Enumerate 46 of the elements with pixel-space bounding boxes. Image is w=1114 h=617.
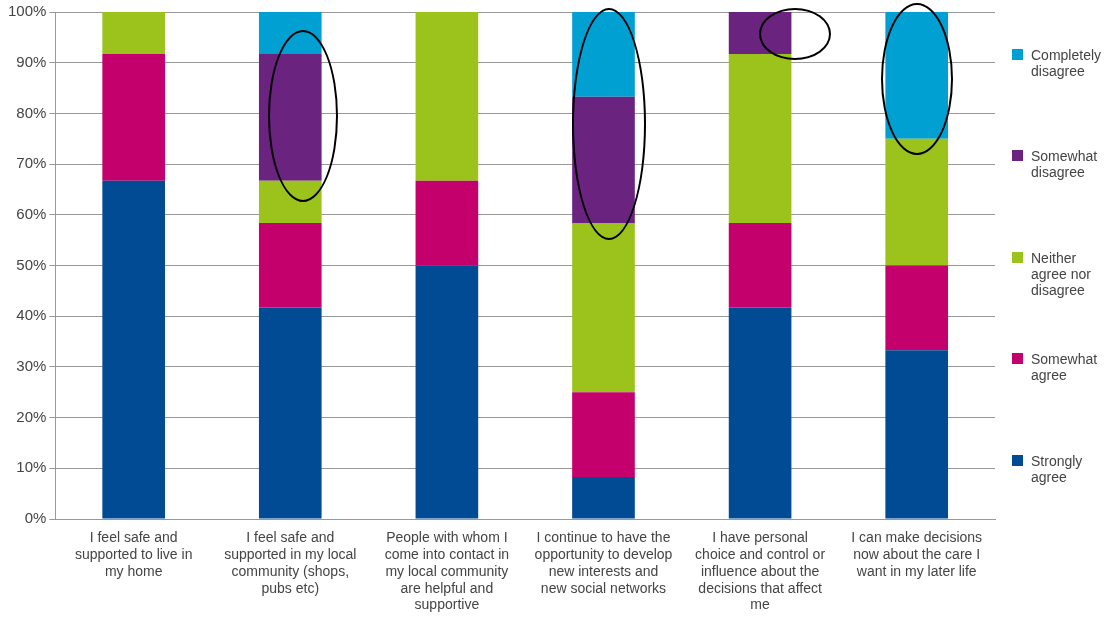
y-tick-label: 100% — [7, 2, 47, 20]
bar — [102, 180, 165, 519]
y-tick-label: 70% — [16, 154, 47, 172]
bar — [258, 307, 322, 519]
x-tick-label: I have personal choice and control or influence about the decisions that affect me — [695, 529, 826, 613]
bar — [885, 265, 949, 351]
legend-label: Neither agree nor disagree — [1031, 249, 1092, 298]
x-tick-label: I continue to have the opportunity to develop new interests and new social networks — [534, 529, 673, 596]
bar — [728, 307, 792, 519]
x-tick-label: People with whom I come into contact in my local community are helpful and supportive — [384, 529, 510, 613]
bar — [885, 350, 949, 519]
y-tick-label: 40% — [16, 306, 47, 324]
bar — [572, 12, 635, 97]
bar — [572, 223, 635, 393]
bar — [415, 180, 479, 266]
x-tick-label: I feel safe and supported in my local community (shops, pubs etc) — [224, 529, 357, 596]
bar — [728, 12, 792, 55]
y-tick-label: 50% — [16, 255, 47, 273]
legend-label: Strongly agree — [1031, 452, 1084, 485]
bar — [415, 12, 479, 181]
y-tick-label: 20% — [16, 407, 47, 425]
legend-label: Somewhat disagree — [1031, 148, 1099, 181]
y-tick-label: 10% — [16, 458, 47, 476]
bar — [258, 222, 322, 308]
legend-label: Completely disagree — [1031, 47, 1103, 79]
bar — [885, 138, 949, 266]
bar — [258, 12, 322, 55]
bar — [258, 54, 322, 181]
bar — [415, 265, 479, 519]
bar — [102, 12, 165, 55]
bar — [572, 476, 635, 519]
y-tick-label: 60% — [16, 204, 47, 222]
y-tick-label: 90% — [16, 52, 47, 70]
y-tick-label: 0% — [24, 509, 47, 527]
x-tick-label: I feel safe and supported to live in my home — [74, 529, 193, 579]
bar — [728, 222, 792, 308]
bar — [572, 96, 635, 224]
bar — [885, 12, 949, 139]
bar — [102, 54, 165, 181]
y-tick-label: 80% — [16, 103, 47, 121]
bar — [728, 54, 792, 223]
y-tick-label: 30% — [16, 357, 47, 375]
bar — [572, 392, 635, 477]
x-tick-label: I can make decisions now about the care I want in my later life — [851, 529, 983, 579]
bar — [258, 180, 322, 223]
legend-label: Somewhat agree — [1031, 351, 1099, 384]
